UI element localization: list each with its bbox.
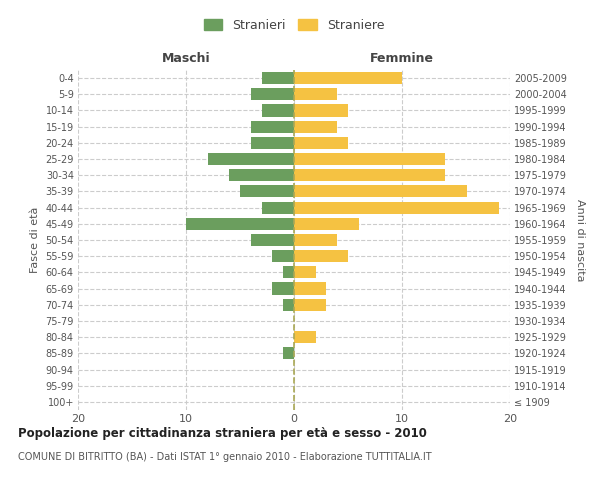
Bar: [262, 202, 294, 213]
Bar: [229, 169, 294, 181]
Bar: [294, 331, 316, 343]
Bar: [294, 104, 348, 117]
Bar: [294, 202, 499, 213]
Bar: [262, 104, 294, 117]
Bar: [294, 120, 337, 132]
Bar: [294, 250, 348, 262]
Bar: [294, 298, 326, 311]
Bar: [186, 218, 294, 230]
Bar: [294, 282, 326, 294]
Bar: [262, 72, 294, 84]
Bar: [294, 234, 337, 246]
Bar: [294, 137, 348, 149]
Text: COMUNE DI BITRITTO (BA) - Dati ISTAT 1° gennaio 2010 - Elaborazione TUTTITALIA.I: COMUNE DI BITRITTO (BA) - Dati ISTAT 1° …: [18, 452, 431, 462]
Bar: [272, 282, 294, 294]
Bar: [283, 348, 294, 360]
Text: Popolazione per cittadinanza straniera per età e sesso - 2010: Popolazione per cittadinanza straniera p…: [18, 428, 427, 440]
Bar: [294, 169, 445, 181]
Bar: [294, 186, 467, 198]
Bar: [294, 218, 359, 230]
Bar: [251, 120, 294, 132]
Bar: [208, 153, 294, 165]
Bar: [283, 266, 294, 278]
Text: Femmine: Femmine: [370, 52, 434, 65]
Bar: [251, 137, 294, 149]
Bar: [294, 88, 337, 101]
Bar: [294, 153, 445, 165]
Bar: [294, 72, 402, 84]
Y-axis label: Fasce di età: Fasce di età: [30, 207, 40, 273]
Bar: [251, 234, 294, 246]
Legend: Stranieri, Straniere: Stranieri, Straniere: [200, 15, 388, 36]
Y-axis label: Anni di nascita: Anni di nascita: [575, 198, 586, 281]
Bar: [294, 266, 316, 278]
Bar: [272, 250, 294, 262]
Bar: [251, 88, 294, 101]
Bar: [240, 186, 294, 198]
Text: Maschi: Maschi: [161, 52, 211, 65]
Bar: [283, 298, 294, 311]
